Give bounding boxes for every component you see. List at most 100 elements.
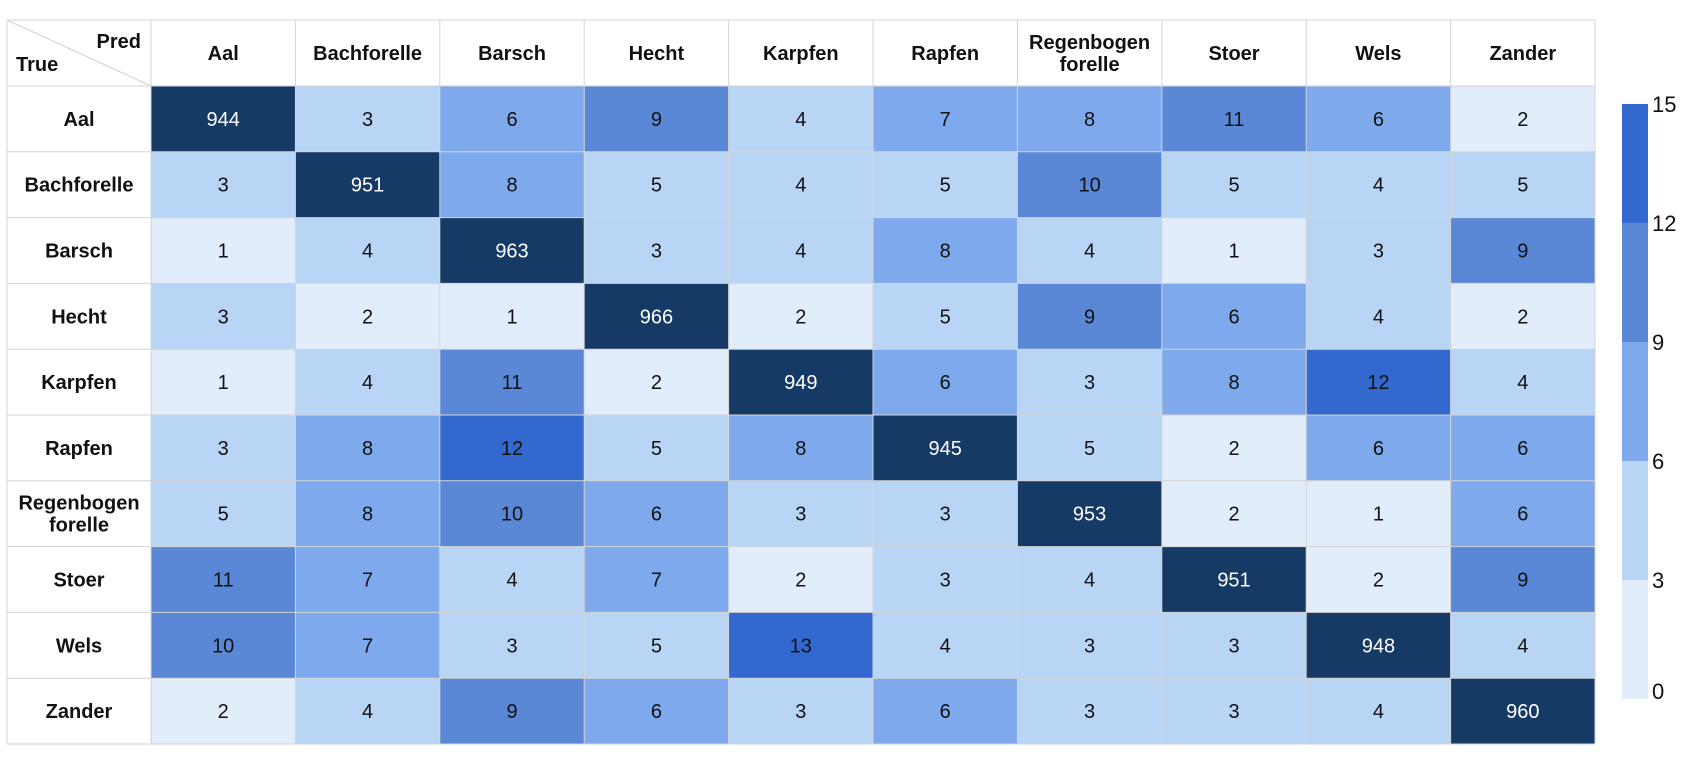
row-label-line: Aal [63, 109, 94, 131]
column-label: Karpfen [763, 43, 839, 65]
heatmap-cell [873, 217, 1018, 284]
colorbar-tick-label: 3 [1652, 568, 1664, 593]
cell-value: 6 [1517, 504, 1528, 526]
heatmap-cell [151, 217, 296, 284]
cell-value: 8 [940, 241, 951, 263]
cell-value: 3 [1228, 701, 1239, 723]
heatmap-cell [1017, 678, 1162, 744]
cell-value: 8 [506, 175, 517, 197]
cell-value: 7 [651, 570, 662, 592]
heatmap-cell [1450, 480, 1595, 547]
heatmap-cell [873, 678, 1018, 744]
heatmap-cell [1306, 217, 1451, 284]
cell-value: 2 [1228, 438, 1239, 460]
cell-value: 963 [495, 241, 528, 263]
cell-value: 5 [1517, 175, 1528, 197]
column-label: Stoer [1208, 43, 1259, 65]
row-label-line: Bachforelle [25, 175, 134, 197]
cell-value: 944 [207, 109, 240, 131]
column-label-line: Rapfen [911, 43, 979, 65]
cell-value: 4 [506, 570, 517, 592]
heatmap-cell [439, 678, 585, 744]
cell-value: 11 [1224, 109, 1245, 131]
heatmap-cell [584, 480, 729, 547]
cell-value: 6 [1228, 306, 1239, 328]
column-label-line: Wels [1355, 43, 1401, 65]
heatmap-cell [1161, 415, 1307, 481]
heatmap-cell [439, 546, 585, 613]
heatmap-cell [151, 283, 296, 350]
heatmap-cell [584, 151, 729, 218]
heatmap-cell [1306, 283, 1451, 350]
cell-value: 1 [218, 241, 229, 263]
heatmap-cell [1450, 86, 1595, 152]
row-label: Rapfen [45, 438, 113, 460]
heatmap-cell [1017, 283, 1162, 350]
cell-value: 949 [784, 372, 817, 394]
heatmap-cell [295, 415, 440, 481]
heatmap-cell [1306, 678, 1451, 744]
heatmap-cell [728, 612, 873, 679]
cell-value: 4 [795, 109, 806, 131]
cell-value: 2 [1228, 504, 1239, 526]
heatmap-cell [151, 678, 296, 744]
heatmap-cell [1450, 678, 1595, 744]
cell-value: 8 [1228, 372, 1239, 394]
row-label-line: Regenbogen [18, 493, 139, 515]
heatmap-cell [873, 349, 1018, 415]
row-label: Hecht [51, 306, 107, 328]
row-label-line: forelle [49, 515, 109, 537]
heatmap-cell [728, 86, 873, 152]
heatmap-cell [151, 151, 296, 218]
cell-value: 6 [651, 701, 662, 723]
heatmap-cell [1017, 349, 1162, 415]
cell-value: 4 [1084, 241, 1095, 263]
heatmap-cell [1306, 546, 1451, 613]
cell-value: 3 [940, 570, 951, 592]
cell-value: 9 [506, 701, 517, 723]
cell-value: 1 [1228, 241, 1239, 263]
row-label: Aal [63, 109, 94, 131]
cell-value: 5 [651, 438, 662, 460]
cell-value: 4 [1084, 570, 1095, 592]
cell-value: 3 [1084, 701, 1095, 723]
heatmap-cell [584, 217, 729, 284]
cell-value: 10 [1078, 175, 1100, 197]
cell-value: 966 [640, 306, 673, 328]
cell-value: 4 [1517, 372, 1528, 394]
heatmap-cell [1161, 678, 1307, 744]
heatmap-cell [151, 546, 296, 613]
heatmap-cell [1306, 86, 1451, 152]
cell-value: 7 [362, 635, 373, 657]
cell-value: 945 [929, 438, 962, 460]
cell-value: 3 [506, 635, 517, 657]
heatmap-cell [1306, 415, 1451, 481]
row-label-line: Barsch [45, 241, 113, 263]
cell-value: 1 [1373, 504, 1384, 526]
cell-value: 5 [940, 175, 951, 197]
cell-value: 5 [1084, 438, 1095, 460]
cell-value: 8 [795, 438, 806, 460]
row-label: Wels [56, 635, 102, 657]
cell-value: 5 [1228, 175, 1239, 197]
heatmap-cell [873, 612, 1018, 679]
cell-value: 4 [795, 241, 806, 263]
cell-value: 9 [1517, 570, 1528, 592]
heatmap-cell [1017, 480, 1162, 547]
heatmap-cell [1017, 612, 1162, 679]
cell-value: 3 [362, 109, 373, 131]
cell-value: 5 [651, 175, 662, 197]
heatmap-cell [1450, 217, 1595, 284]
cell-value: 2 [1373, 570, 1384, 592]
heatmap-cell [1450, 283, 1595, 350]
cell-value: 8 [362, 504, 373, 526]
heatmap-cell [1306, 612, 1451, 679]
cell-value: 10 [212, 635, 234, 657]
row-label-line: Stoer [53, 570, 104, 592]
cell-value: 7 [940, 109, 951, 131]
cell-value: 5 [940, 306, 951, 328]
heatmap-cell [439, 612, 585, 679]
cell-value: 4 [362, 241, 373, 263]
column-label-line: Regenbogen [1029, 32, 1150, 54]
